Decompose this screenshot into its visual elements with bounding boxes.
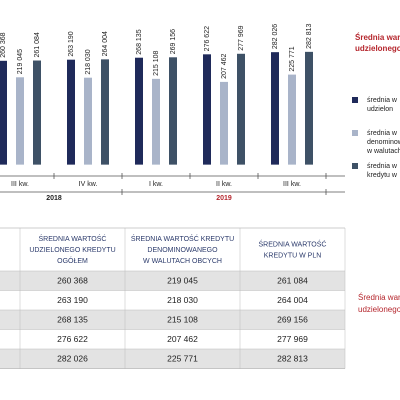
- table-cell: 207 462: [167, 334, 198, 344]
- chart-title: Średnia wart: [355, 33, 400, 42]
- year-label: 2019: [216, 195, 232, 202]
- value-label: 263 190: [68, 31, 75, 56]
- legend-label: denominow: [367, 139, 400, 146]
- bar: [67, 59, 75, 165]
- value-label: 264 004: [102, 31, 109, 56]
- value-label: 260 368: [0, 32, 7, 57]
- table-header: ŚREDNIA WARTOŚĆ: [39, 234, 107, 243]
- table-header: KREDYTU W PLN: [264, 252, 322, 259]
- legend-label: udzielon: [367, 106, 393, 113]
- bar: [220, 81, 228, 165]
- bar: [84, 77, 92, 165]
- bar: [169, 57, 177, 165]
- row-band: [0, 349, 345, 369]
- bar: [271, 52, 279, 165]
- value-label: 276 622: [204, 26, 211, 51]
- table-cell: 282 813: [277, 353, 308, 363]
- legend-label: średnia w: [367, 163, 398, 170]
- legend-swatch: [352, 97, 358, 103]
- table-header: ŚREDNIA WARTOŚĆ KREDYTU: [131, 234, 234, 243]
- bar: [33, 60, 41, 165]
- table-cell: 261 084: [277, 275, 308, 285]
- table-header: UDZIELONEGO KREDYTU: [29, 247, 115, 254]
- table-header: DENOMINOWANEGO: [147, 247, 218, 254]
- chart-title: udzielonego: [355, 44, 400, 53]
- table-header: OGÓŁEM: [57, 256, 88, 265]
- x-tick-label: II kw.: [216, 181, 232, 188]
- table-cell: 276 622: [57, 334, 88, 344]
- table-header: ŚREDNIA WARTOŚĆ: [259, 239, 327, 248]
- value-label: 225 771: [289, 46, 296, 71]
- x-tick-label: IV kw.: [79, 181, 98, 188]
- legend-swatch: [352, 130, 358, 136]
- legend-label: kredytu w: [367, 172, 398, 179]
- table-cell: 277 969: [277, 334, 308, 344]
- table-cell: 225 771: [167, 353, 198, 363]
- bar: [237, 53, 245, 165]
- bar: [288, 74, 296, 165]
- table: ŚREDNIA WARTOŚĆ UDZIELONEGO KREDYTU OGÓŁEM…: [0, 227, 400, 369]
- row-band: [0, 310, 345, 330]
- legend-swatch: [352, 163, 358, 169]
- table-cell: 269 156: [277, 314, 308, 324]
- bar: [0, 60, 7, 165]
- table-note: udzielonego: [358, 305, 400, 314]
- value-label: 261 084: [34, 32, 41, 57]
- value-label: 282 026: [272, 24, 279, 49]
- bar: [305, 51, 313, 165]
- table-note: Średnia wart: [358, 293, 400, 302]
- value-label: 219 045: [17, 49, 24, 74]
- chart: 260 368 263 190 268 135 276 622 282 026 219 0…: [0, 23, 400, 202]
- value-label: 215 108: [153, 50, 160, 75]
- x-tick-label: III kw.: [11, 181, 29, 188]
- table-cell: 268 135: [57, 314, 88, 324]
- value-label: 218 030: [85, 49, 92, 74]
- bar: [152, 78, 160, 165]
- legend-label: średnia w: [367, 130, 398, 137]
- value-label: 207 462: [221, 53, 228, 78]
- year-label: 2018: [46, 195, 62, 202]
- x-tick-label: I kw.: [149, 181, 163, 188]
- value-label: 269 156: [170, 29, 177, 54]
- table-cell: 282 026: [57, 353, 88, 363]
- table-cell: 264 004: [277, 295, 308, 305]
- legend-label: średnia w: [367, 97, 398, 104]
- bar: [16, 77, 24, 165]
- bar: [135, 57, 143, 165]
- table-cell: 219 045: [167, 275, 198, 285]
- table-cell: 218 030: [167, 295, 198, 305]
- table-cell: 260 368: [57, 275, 88, 285]
- bar: [203, 54, 211, 165]
- bar: [101, 59, 109, 165]
- value-label: 268 135: [136, 29, 143, 54]
- row-band: [0, 271, 345, 291]
- table-header: W WALUTACH OBCYCH: [143, 258, 222, 265]
- x-tick-label: III kw.: [283, 181, 301, 188]
- legend-label: w walutach: [366, 148, 400, 155]
- value-label: 282 813: [306, 23, 313, 48]
- table-cell: 263 190: [57, 295, 88, 305]
- table-cell: 215 108: [167, 314, 198, 324]
- value-label: 277 969: [238, 25, 245, 50]
